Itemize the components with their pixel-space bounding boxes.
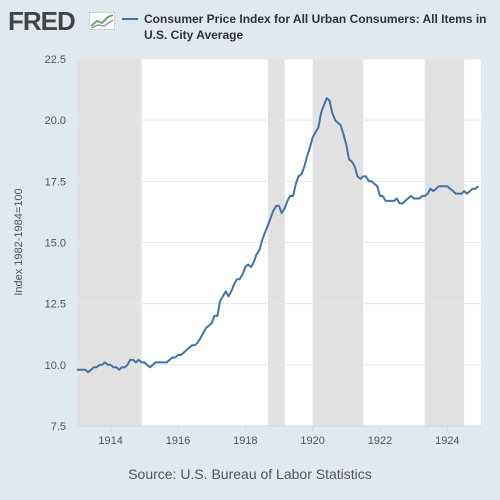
y-tick-label: 10.0: [45, 360, 66, 372]
fred-logo[interactable]: FRED: [8, 6, 76, 36]
x-tick-label: 1924: [435, 435, 459, 447]
y-tick-label: 15.0: [45, 238, 66, 250]
x-tick-label: 1916: [166, 435, 190, 447]
y-tick-label: 22.5: [45, 54, 66, 66]
x-axis: 1914 1916 1918 1920 1922 1924: [77, 425, 481, 447]
x-tick-label: 1922: [368, 435, 392, 447]
x-tick-label: 1914: [98, 435, 122, 447]
y-tick-label: 20.0: [45, 115, 66, 127]
y-axis-label: Index 1982-1984=100: [13, 188, 25, 295]
fred-logo-graph-icon: [89, 12, 115, 30]
chart-header: FRED Consumer Price Index for All Urban …: [0, 0, 500, 48]
y-tick-label: 7.5: [51, 421, 66, 433]
legend-label: Consumer Price Index for All Urban Consu…: [144, 12, 487, 42]
cpi-series-line[interactable]: [77, 97, 479, 374]
legend-swatch: [122, 18, 138, 20]
series-layer: [77, 97, 479, 374]
y-axis: 7.5 10.0 12.5 15.0 17.5 20.0 22.5: [45, 54, 66, 433]
x-tick-label: 1920: [300, 435, 324, 447]
x-tick-label: 1918: [233, 435, 257, 447]
source-note: Source: U.S. Bureau of Labor Statistics: [128, 466, 372, 482]
y-tick-label: 17.5: [45, 176, 66, 188]
y-tick-label: 12.5: [45, 299, 66, 311]
